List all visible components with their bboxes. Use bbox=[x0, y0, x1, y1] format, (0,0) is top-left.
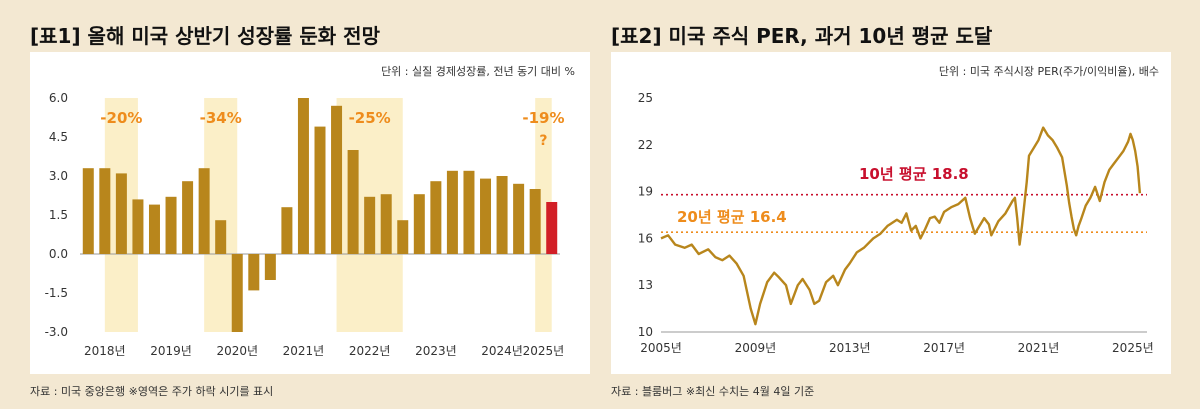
bar bbox=[148, 204, 160, 254]
decline-period-shade bbox=[535, 98, 552, 332]
x-tick-label: 2021년 bbox=[1018, 341, 1060, 355]
y-tick-label: 6.0 bbox=[49, 91, 68, 105]
x-tick-label: 2021년 bbox=[283, 344, 325, 358]
y-tick-label: 10 bbox=[638, 325, 653, 339]
left-chart-source: 자료 : 미국 중앙은행 ※영역은 주가 하락 시기를 표시 bbox=[30, 385, 274, 398]
y-tick-label: 16 bbox=[638, 231, 653, 245]
bar-latest bbox=[546, 202, 558, 254]
x-tick-label: 2019년 bbox=[150, 344, 192, 358]
x-tick-label: 2024년 bbox=[481, 344, 523, 358]
y-tick-label: 25 bbox=[638, 91, 653, 105]
bar bbox=[281, 207, 293, 254]
decline-period-label: -19% bbox=[522, 109, 564, 127]
right-chart-panel: 단위 : 미국 주식시장 PER(주가/이익비율), 배수 25 22 19 16 13 1… bbox=[611, 52, 1171, 374]
y-tick-label: 1.5 bbox=[49, 208, 68, 222]
bar bbox=[82, 168, 94, 254]
bar bbox=[314, 126, 326, 254]
y-tick-label: -3.0 bbox=[45, 325, 68, 339]
x-tick-label: 2013년 bbox=[829, 341, 871, 355]
decline-period-label: -20% bbox=[100, 109, 142, 127]
bar bbox=[364, 196, 376, 254]
left-chart-panel: -20% -34% -25% -19%? 단위 : 실질 경제성장률, 전년 동기 대비… bbox=[30, 52, 590, 374]
left-unit-note: 단위 : 실질 경제성장률, 전년 동기 대비 % bbox=[381, 65, 575, 78]
bar bbox=[529, 189, 541, 254]
left-chart: -20% -34% -25% -19%? 단위 : 실질 경제성장률, 전년 동기 대비… bbox=[45, 65, 575, 358]
x-tick-label: 2009년 bbox=[735, 341, 777, 355]
x-tick-label: 2017년 bbox=[923, 341, 965, 355]
bar bbox=[480, 178, 492, 254]
y-tick-label: 13 bbox=[638, 278, 653, 292]
left-chart-title: [표1] 올해 미국 상반기 성장률 둔화 전망 bbox=[30, 24, 380, 48]
reference-line-label: 10년 평균 18.8 bbox=[859, 165, 969, 183]
x-tick-label: 2025년 bbox=[523, 344, 565, 358]
bar bbox=[115, 173, 127, 254]
y-tick-label: 19 bbox=[638, 185, 653, 199]
bar bbox=[347, 150, 359, 254]
per-series-line bbox=[660, 126, 1142, 326]
x-tick-label: 2025년 bbox=[1112, 341, 1154, 355]
bar bbox=[463, 170, 475, 254]
bar bbox=[165, 196, 177, 254]
bar bbox=[380, 194, 392, 254]
bar bbox=[331, 105, 343, 254]
y-tick-label: 0.0 bbox=[49, 247, 68, 261]
x-tick-label: 2005년 bbox=[640, 341, 682, 355]
bar bbox=[248, 254, 260, 291]
right-chart: 단위 : 미국 주식시장 PER(주가/이익비율), 배수 25 22 19 16 13 1… bbox=[638, 65, 1159, 355]
bar bbox=[513, 183, 525, 254]
y-tick-label: 4.5 bbox=[49, 130, 68, 144]
bar bbox=[215, 220, 227, 254]
decline-period-label: -25% bbox=[349, 109, 391, 127]
bar bbox=[182, 181, 194, 254]
bar bbox=[231, 254, 243, 332]
decline-period-shade bbox=[204, 98, 238, 332]
bar bbox=[397, 220, 409, 254]
x-tick-label: 2023년 bbox=[415, 344, 457, 358]
decline-period-label: -34% bbox=[200, 109, 242, 127]
bar bbox=[264, 254, 276, 280]
x-tick-label: 2020년 bbox=[216, 344, 258, 358]
decline-period-sublabel: ? bbox=[539, 133, 547, 149]
bar bbox=[430, 181, 442, 254]
y-tick-label: 22 bbox=[638, 138, 653, 152]
bar bbox=[132, 199, 144, 254]
x-tick-label: 2022년 bbox=[349, 344, 391, 358]
bar bbox=[496, 176, 508, 254]
x-tick-label: 2018년 bbox=[84, 344, 126, 358]
right-chart-source: 자료 : 블룸버그 ※최신 수치는 4월 4일 기준 bbox=[611, 385, 815, 398]
y-tick-label: 3.0 bbox=[49, 169, 68, 183]
bar bbox=[99, 168, 111, 254]
bar bbox=[198, 168, 210, 254]
reference-line-label: 20년 평균 16.4 bbox=[677, 208, 787, 226]
right-chart-title: [표2] 미국 주식 PER, 과거 10년 평균 도달 bbox=[611, 24, 993, 48]
y-tick-label: -1.5 bbox=[45, 286, 68, 300]
bar bbox=[446, 170, 458, 254]
bar bbox=[413, 194, 425, 254]
right-unit-note: 단위 : 미국 주식시장 PER(주가/이익비율), 배수 bbox=[939, 65, 1159, 78]
bar bbox=[297, 98, 309, 254]
